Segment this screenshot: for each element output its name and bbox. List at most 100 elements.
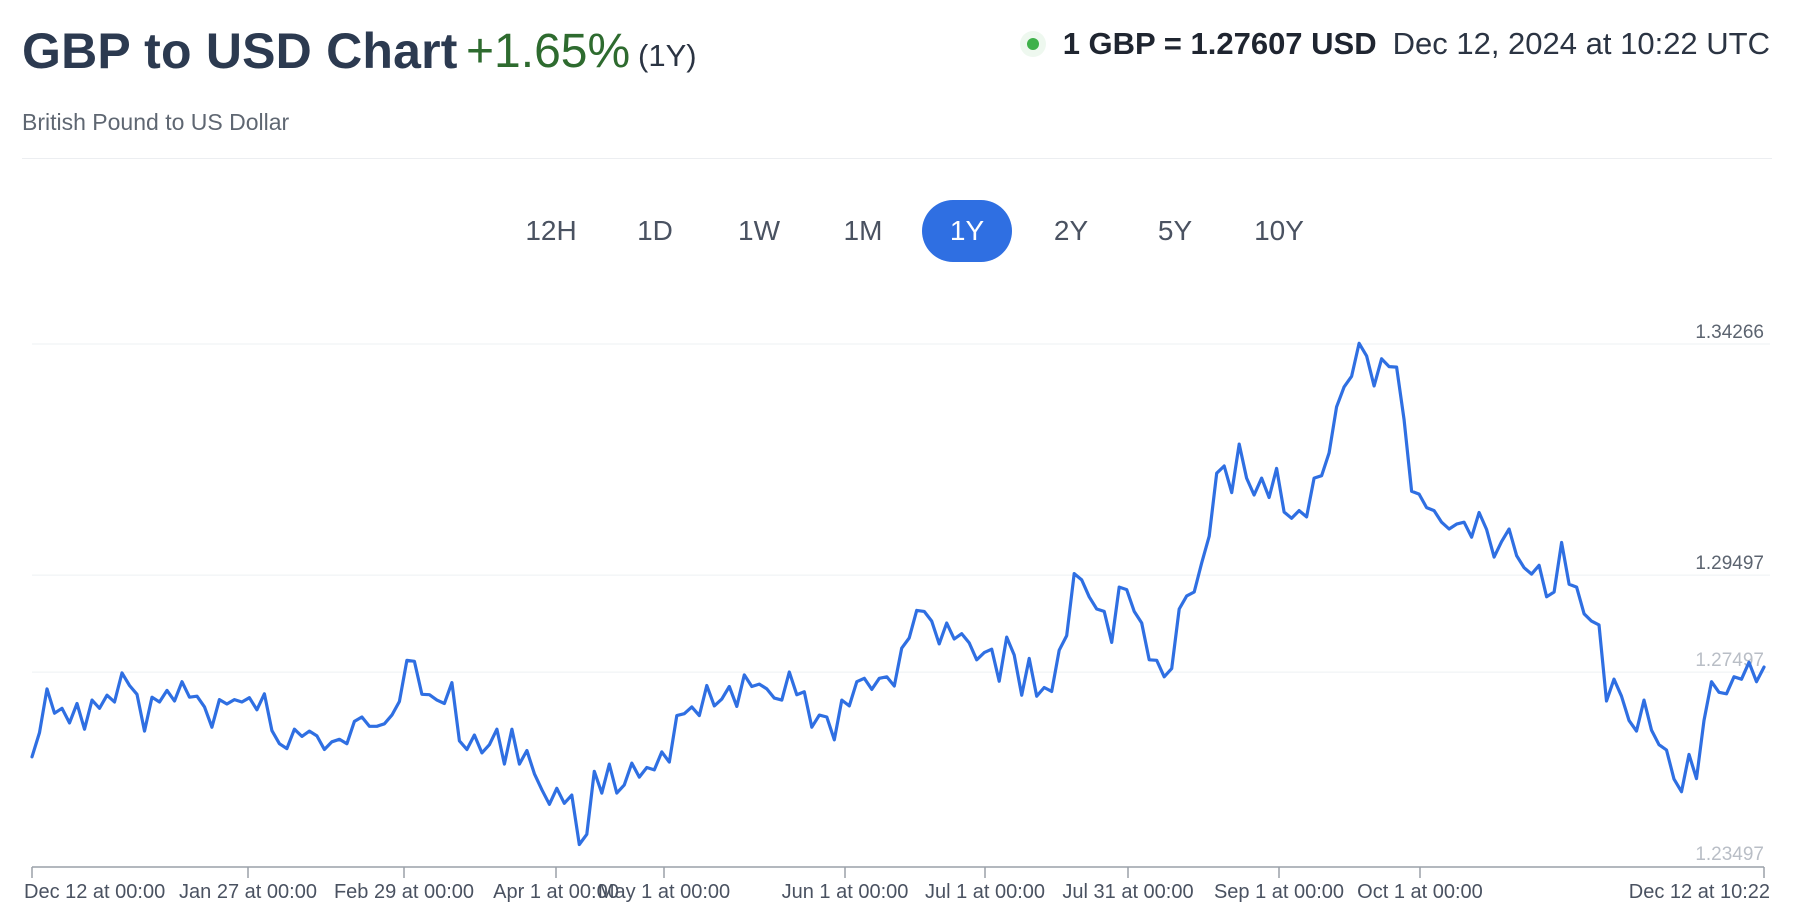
data-point <box>435 699 438 702</box>
data-point <box>938 642 941 645</box>
data-point <box>983 651 986 654</box>
data-point <box>728 685 731 688</box>
data-point <box>420 693 423 696</box>
tab-12h[interactable]: 12H <box>525 215 577 246</box>
data-point <box>270 729 273 732</box>
chart-x-axis: Dec 12 at 00:00 Jan 27 at 00:00 Feb 29 at … <box>24 866 1770 903</box>
data-point <box>893 684 896 687</box>
data-point <box>773 697 776 700</box>
header-divider <box>22 158 1772 159</box>
data-point <box>885 675 888 678</box>
data-point <box>1650 729 1653 732</box>
data-point <box>1298 509 1301 512</box>
data-point <box>870 688 873 691</box>
data-point <box>1672 778 1675 781</box>
data-point <box>1762 666 1765 669</box>
data-point <box>833 738 836 741</box>
data-point <box>1133 610 1136 613</box>
x-tick-label: Dec 12 at 10:22 <box>1629 881 1770 903</box>
data-point <box>1553 590 1556 593</box>
data-point <box>720 698 723 701</box>
data-point <box>1755 680 1758 683</box>
data-point <box>1448 527 1451 530</box>
data-point <box>1058 649 1061 652</box>
data-point <box>383 722 386 725</box>
data-point <box>765 687 768 690</box>
data-point <box>255 708 258 711</box>
tab-5y[interactable]: 5Y <box>1157 215 1193 246</box>
data-point <box>1425 506 1428 509</box>
data-point <box>45 687 48 690</box>
tab-1m[interactable]: 1M <box>843 215 883 246</box>
data-point <box>300 735 303 738</box>
tab-10y[interactable]: 10Y <box>1254 215 1304 246</box>
data-point <box>360 715 363 718</box>
data-point <box>1373 384 1376 387</box>
data-point <box>240 700 243 703</box>
data-point <box>638 776 641 779</box>
data-point <box>1702 719 1705 722</box>
data-point <box>1110 641 1113 644</box>
data-point <box>473 733 476 736</box>
data-point <box>1005 636 1008 639</box>
data-point <box>645 766 648 769</box>
data-point <box>1470 536 1473 539</box>
data-point <box>960 632 963 635</box>
data-point <box>128 684 131 687</box>
data-point <box>1073 572 1076 575</box>
x-tick-label: Oct 1 at 00:00 <box>1357 881 1483 903</box>
data-point <box>53 712 56 715</box>
data-point <box>915 609 918 612</box>
data-point <box>1583 612 1586 615</box>
data-point <box>285 747 288 750</box>
data-point <box>480 751 483 754</box>
data-point <box>1620 695 1623 698</box>
data-point <box>1523 566 1526 569</box>
data-point <box>1740 678 1743 681</box>
data-point <box>825 715 828 718</box>
data-point <box>1013 653 1016 656</box>
data-point <box>923 610 926 613</box>
data-point <box>998 680 1001 683</box>
data-point <box>83 728 86 731</box>
data-point <box>690 705 693 708</box>
data-point <box>248 696 251 699</box>
data-point <box>743 673 746 676</box>
data-point <box>1642 699 1645 702</box>
data-point <box>443 702 446 705</box>
data-point <box>1043 686 1046 689</box>
data-point <box>1418 493 1421 496</box>
data-point <box>458 739 461 742</box>
data-point <box>1185 594 1188 597</box>
data-point <box>308 730 311 733</box>
x-tick-label: May 1 at 00:00 <box>598 881 730 903</box>
data-point <box>1440 521 1443 524</box>
tab-1w[interactable]: 1W <box>738 215 780 246</box>
data-point <box>668 761 671 764</box>
data-point <box>150 696 153 699</box>
data-point <box>1478 511 1481 514</box>
data-point <box>705 684 708 687</box>
data-point <box>1687 753 1690 756</box>
tab-2y[interactable]: 2Y <box>1053 215 1089 246</box>
current-rate-panel: 1 GBP = 1.27607 USD Dec 12, 2024 at 10:2… <box>1026 26 1770 62</box>
data-point <box>495 728 498 731</box>
tab-1y[interactable]: 1Y <box>922 200 1012 262</box>
data-point <box>1208 535 1211 538</box>
data-point <box>1223 464 1226 467</box>
data-point <box>758 683 761 686</box>
data-point <box>713 704 716 707</box>
data-point <box>675 714 678 717</box>
data-point <box>510 728 513 731</box>
data-point <box>293 728 296 731</box>
data-point <box>405 659 408 662</box>
data-point <box>143 730 146 733</box>
data-point <box>1410 490 1413 493</box>
tab-1d[interactable]: 1D <box>637 215 673 246</box>
data-point <box>195 695 198 698</box>
x-tick-label: Sep 1 at 00:00 <box>1214 881 1344 903</box>
data-point <box>278 742 281 745</box>
data-point <box>465 748 468 751</box>
data-point <box>158 700 161 703</box>
